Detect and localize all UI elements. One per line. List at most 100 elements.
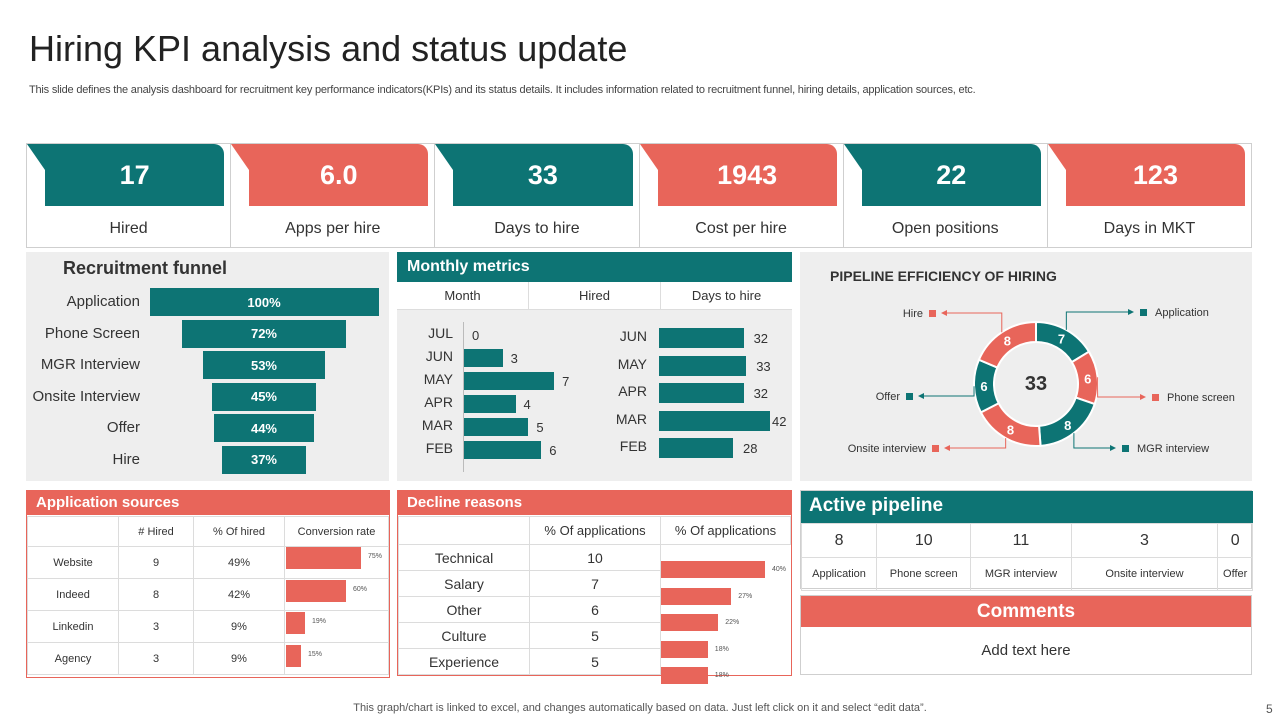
kpi-label: Apps per hire <box>285 220 381 237</box>
kpi-label: Days in MKT <box>1103 220 1196 237</box>
decline-reason: Salary <box>398 570 530 597</box>
comments-title: Comments <box>801 596 1251 627</box>
decline-table: % Of applications % Of applications Tech… <box>398 516 791 675</box>
column-header: % Of applications <box>660 516 791 545</box>
kpi-card-open-positions: 22 Open positions <box>843 144 1048 247</box>
monthly-metrics-chart: Monthly metrics Month Hired Days to hire… <box>397 252 792 481</box>
hired-bar <box>464 395 516 413</box>
funnel-stage-label: Hire <box>112 450 140 468</box>
month-label: APR <box>424 394 453 410</box>
days-bar <box>659 410 770 431</box>
conversion-cell <box>284 642 389 675</box>
table-row: Salary 7 <box>398 570 791 597</box>
funnel-bar: 44% <box>213 414 315 442</box>
donut-slice <box>977 320 1037 369</box>
comments-text[interactable]: Add text here <box>981 642 1071 659</box>
page-subtitle: This slide defines the analysis dashboar… <box>29 84 976 96</box>
decline-reasons-table: Decline reasons % Of applications % Of a… <box>397 490 792 684</box>
funnel-bar: 53% <box>203 351 325 379</box>
kpi-corner <box>639 144 658 170</box>
hired-value: 0 <box>472 328 480 343</box>
slice-value: 6 <box>1084 371 1091 386</box>
conversion-bar <box>286 612 305 634</box>
funnel-bar: 45% <box>212 382 316 411</box>
decline-pct-label: 22% <box>725 619 740 626</box>
kpi-card-cost-per-hire: 1943 Cost per hire <box>639 144 844 247</box>
funnel-bar: 37% <box>221 445 307 474</box>
decline-pct-label: 18% <box>714 645 729 653</box>
active-pipeline-title: Active pipeline <box>801 491 1253 523</box>
decline-bar <box>661 640 708 658</box>
hired-value: 3 <box>510 351 518 366</box>
kpi-value: 17 <box>45 144 225 206</box>
pipeline-stage: Phone screen <box>876 557 972 591</box>
days-value: 32 <box>753 386 769 401</box>
callout-arrow <box>918 393 924 399</box>
decline-count: 6 <box>529 596 661 623</box>
slice-label: Application <box>1155 307 1209 319</box>
column-header: % Of hired <box>193 516 285 547</box>
comments-panel: Comments Add text here <box>800 595 1252 675</box>
application-sources-table: Application sources # Hired % Of hired C… <box>26 490 390 678</box>
month-label: MAR <box>421 417 453 433</box>
column-header: # Hired <box>118 516 194 547</box>
kpi-label: Days to hire <box>494 220 580 237</box>
decline-count: 10 <box>529 544 661 571</box>
slice-value: 8 <box>1007 422 1014 437</box>
axis-line <box>463 322 464 472</box>
table-row: Agency 3 9% <box>27 642 389 675</box>
legend-swatch <box>1140 309 1147 316</box>
hired-count: 8 <box>118 578 194 611</box>
footer-note: This graph/chart is linked to excel, and… <box>353 702 927 714</box>
kpi-corner <box>1047 144 1066 170</box>
pipeline-stage: Onsite interview <box>1070 557 1219 591</box>
funnel-stage-label: Offer <box>106 419 140 436</box>
days-bar <box>659 383 744 403</box>
column-header <box>27 516 119 547</box>
decline-reason: Culture <box>398 622 530 649</box>
source-name: Website <box>27 546 119 579</box>
column-header: Month <box>397 282 529 309</box>
callout-line <box>924 386 975 397</box>
source-name: Indeed <box>27 578 119 611</box>
conversion-label: 60% <box>353 585 368 593</box>
kpi-corner <box>27 144 45 170</box>
kpi-value: 22 <box>861 144 1041 206</box>
decline-bar <box>661 667 708 684</box>
month-label: JUL <box>428 325 453 341</box>
hired-value: 4 <box>523 397 531 412</box>
legend-swatch <box>1152 394 1159 401</box>
hired-count: 9 <box>118 546 194 579</box>
conversion-label: 19% <box>312 618 327 625</box>
donut-svg: 7 6 8 8 6 8 33 Application Phone screen MGR int… <box>848 307 1235 455</box>
days-bar <box>659 355 747 376</box>
callout-arrow <box>1128 309 1134 315</box>
decline-pct-label: 27% <box>738 592 753 600</box>
slice-value: 8 <box>1004 334 1011 349</box>
slice-label: Onsite interview <box>848 443 926 455</box>
decline-count: 7 <box>529 570 661 597</box>
monthly-metrics-columns: Month Hired Days to hire <box>397 282 792 310</box>
conversion-bar <box>286 644 301 667</box>
callout-line <box>950 438 1007 449</box>
decline-bar <box>661 561 765 578</box>
pipeline-stage: Offer <box>1217 557 1253 591</box>
funnel-title: Recruitment funnel <box>62 258 227 278</box>
table-row: Culture 5 <box>398 622 791 649</box>
hired-value: 6 <box>549 443 557 458</box>
days-bar <box>659 438 733 458</box>
decline-pct-label: 18% <box>714 672 729 679</box>
kpi-label: Open positions <box>891 220 999 237</box>
column-header: Hired <box>529 282 661 309</box>
month-label: APR <box>618 383 647 399</box>
donut-center-label: 33 <box>1025 373 1047 395</box>
application-sources-title: Application sources <box>27 491 389 515</box>
decline-count: 5 <box>529 648 661 675</box>
funnel-stage-label: MGR Interview <box>40 356 140 373</box>
pipeline-stage: MGR interview <box>970 557 1072 591</box>
month-label: JUN <box>619 328 647 344</box>
slice-label: Offer <box>876 391 901 403</box>
slice-value: 7 <box>1058 332 1065 347</box>
column-header: Days to hire <box>691 288 762 303</box>
pipeline-count: 8 <box>800 523 878 558</box>
